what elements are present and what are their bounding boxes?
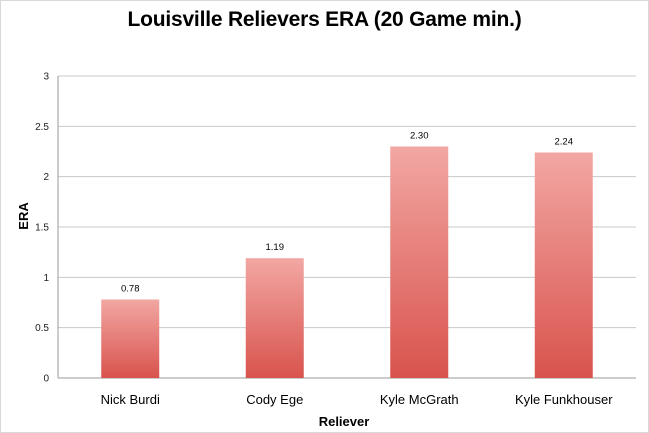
data-label: 1.19 bbox=[266, 242, 285, 253]
data-label: 0.78 bbox=[121, 283, 140, 294]
bar bbox=[534, 152, 593, 378]
y-axis-title: ERA bbox=[16, 202, 31, 230]
x-tick-label: Nick Burdi bbox=[101, 392, 160, 407]
x-tick-label: Cody Ege bbox=[246, 392, 303, 407]
y-tick-label: 2.5 bbox=[35, 122, 49, 133]
y-tick-label: 0.5 bbox=[35, 323, 49, 334]
data-label: 2.24 bbox=[555, 137, 574, 148]
bar bbox=[245, 258, 304, 378]
y-tick-label: 0 bbox=[43, 374, 49, 385]
data-label: 2.30 bbox=[410, 130, 429, 141]
y-tick-label: 1 bbox=[43, 273, 49, 284]
bar bbox=[101, 299, 160, 378]
y-tick-label: 3 bbox=[43, 72, 49, 83]
chart-title: Louisville Relievers ERA (20 Game min.) bbox=[127, 8, 522, 31]
bars bbox=[101, 146, 593, 378]
y-tick-label: 1.5 bbox=[35, 223, 49, 234]
bar bbox=[390, 146, 449, 378]
y-tick-label: 2 bbox=[43, 172, 49, 183]
x-tick-label: Kyle Funkhouser bbox=[515, 392, 613, 407]
x-tick-label: Kyle McGrath bbox=[380, 392, 459, 407]
labels: 0 0.5 1 1.5 2 2.5 3 0.78 Nick Burdi 1.19 Cody Ege 2… bbox=[35, 72, 613, 408]
x-axis-title: Reliever bbox=[319, 414, 370, 429]
